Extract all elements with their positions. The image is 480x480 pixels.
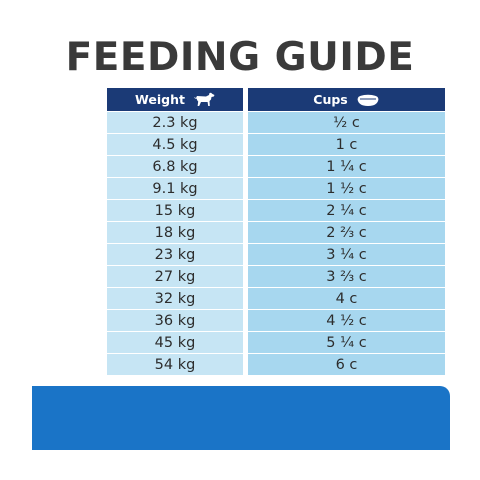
weight-cell: 18 kg: [107, 222, 243, 243]
cups-cell: 6 c: [248, 354, 445, 375]
cups-cell: ½ c: [248, 112, 445, 133]
cups-cell: 1 ½ c: [248, 178, 445, 199]
cups-cell: 3 ⅔ c: [248, 266, 445, 287]
weight-cell: 9.1 kg: [107, 178, 243, 199]
cups-cell: 2 ⅔ c: [248, 222, 445, 243]
cups-cell: 3 ¼ c: [248, 244, 445, 265]
weight-header-label: Weight: [135, 92, 185, 107]
cups-header-label: Cups: [313, 92, 348, 107]
cups-cell: 4 ½ c: [248, 310, 445, 331]
page-title: FEEDING GUIDE: [65, 35, 415, 80]
dog-icon: [193, 92, 215, 107]
weight-rows: 2.3 kg 4.5 kg 6.8 kg 9.1 kg 15 kg 18 kg 23 kg 2…: [107, 112, 243, 376]
cups-cell: 5 ¼ c: [248, 332, 445, 353]
weight-header: Weight: [107, 88, 243, 111]
weight-cell: 15 kg: [107, 200, 243, 221]
bottom-banner: [32, 386, 450, 450]
weight-column: Weight 2.3 kg 4.5 kg 6.8 kg 9.1 kg 15 kg 18 k…: [107, 88, 243, 376]
weight-cell: 36 kg: [107, 310, 243, 331]
weight-cell: 4.5 kg: [107, 134, 243, 155]
cups-header: Cups: [248, 88, 445, 111]
weight-cell: 23 kg: [107, 244, 243, 265]
cups-cell: 4 c: [248, 288, 445, 309]
weight-cell: 45 kg: [107, 332, 243, 353]
food-bowl-icon: [356, 93, 380, 107]
cups-cell: 1 c: [248, 134, 445, 155]
weight-cell: 2.3 kg: [107, 112, 243, 133]
cups-cell: 2 ¼ c: [248, 200, 445, 221]
weight-cell: 27 kg: [107, 266, 243, 287]
weight-cell: 6.8 kg: [107, 156, 243, 177]
feeding-table: Weight 2.3 kg 4.5 kg 6.8 kg 9.1 kg 15 kg 18 k…: [107, 88, 445, 376]
weight-cell: 32 kg: [107, 288, 243, 309]
weight-cell: 54 kg: [107, 354, 243, 375]
cups-cell: 1 ¼ c: [248, 156, 445, 177]
